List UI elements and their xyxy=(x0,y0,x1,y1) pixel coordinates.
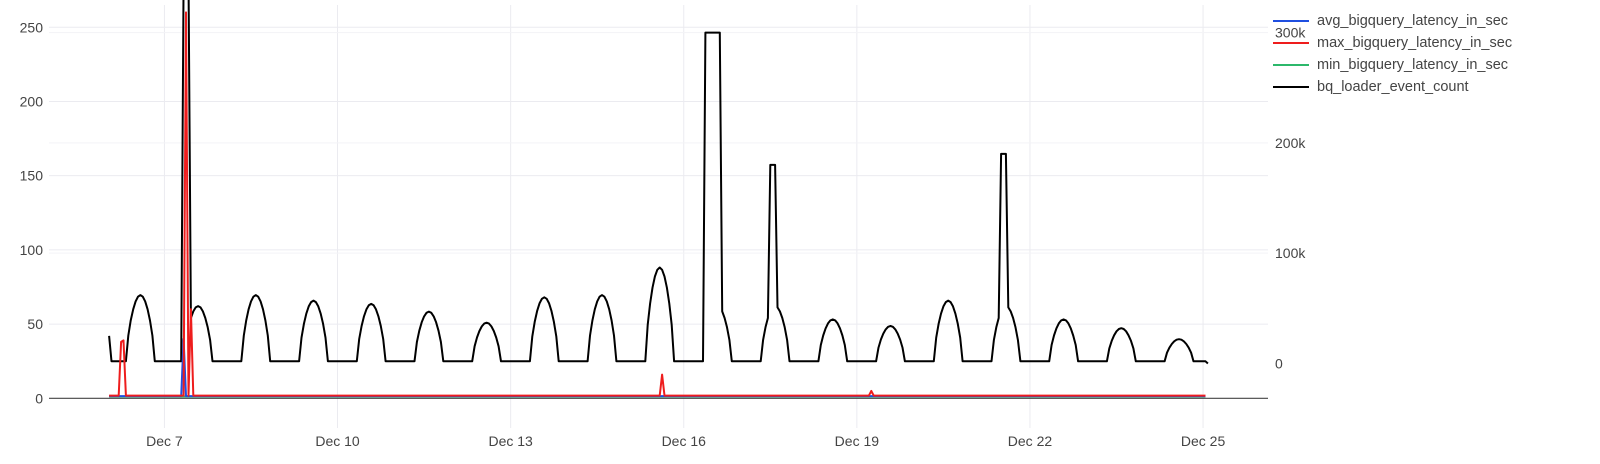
legend-swatch-avg xyxy=(1273,20,1309,22)
legend-swatch-count xyxy=(1273,86,1309,88)
legend-label-avg: avg_bigquery_latency_in_sec xyxy=(1317,13,1509,29)
y-left-tick-label: 150 xyxy=(20,168,44,184)
y-left-tick-label: 200 xyxy=(20,93,44,109)
legend-swatch-max xyxy=(1273,42,1309,44)
legend: avg_bigquery_latency_in_sec max_bigquery… xyxy=(1273,10,1512,98)
x-tick-label: Dec 16 xyxy=(662,433,707,449)
legend-label-max: max_bigquery_latency_in_sec xyxy=(1317,35,1513,51)
x-tick-label: Dec 13 xyxy=(488,433,533,449)
y-left-tick-label: 100 xyxy=(20,242,44,258)
legend-swatch-min xyxy=(1273,64,1309,66)
x-tick-label: Dec 19 xyxy=(835,433,880,449)
y-right-tick-label: 0 xyxy=(1275,355,1283,371)
y-left-tick-label: 250 xyxy=(20,19,44,35)
tick-labels: Dec 7 Dec 10 Dec 13 Dec 16 Dec 19 Dec 22 Dec 2… xyxy=(20,19,1307,449)
x-tick-label: Dec 25 xyxy=(1181,433,1226,449)
series-lines xyxy=(108,0,1209,398)
series-line-max_bigquery_latency_in_sec xyxy=(109,11,1206,397)
x-tick-label: Dec 22 xyxy=(1008,433,1053,449)
legend-item-max[interactable]: max_bigquery_latency_in_sec xyxy=(1273,32,1512,54)
series-line-avg_bigquery_latency_in_sec xyxy=(109,337,1206,398)
x-tick-label: Dec 10 xyxy=(315,433,360,449)
y-left-tick-label: 50 xyxy=(27,316,43,332)
legend-item-count[interactable]: bq_loader_event_count xyxy=(1273,76,1512,98)
legend-item-min[interactable]: min_bigquery_latency_in_sec xyxy=(1273,54,1512,76)
y-right-tick-label: 100k xyxy=(1275,245,1306,261)
legend-item-avg[interactable]: avg_bigquery_latency_in_sec xyxy=(1273,10,1512,32)
series-line-bq_loader_event_count xyxy=(108,0,1209,365)
grid xyxy=(49,5,1268,428)
y-right-tick-label: 300k xyxy=(1275,25,1306,41)
x-tick-label: Dec 7 xyxy=(146,433,183,449)
legend-label-count: bq_loader_event_count xyxy=(1317,79,1469,95)
y-left-tick-label: 0 xyxy=(35,390,43,406)
y-right-tick-label: 200k xyxy=(1275,135,1306,151)
legend-label-min: min_bigquery_latency_in_sec xyxy=(1317,57,1509,73)
